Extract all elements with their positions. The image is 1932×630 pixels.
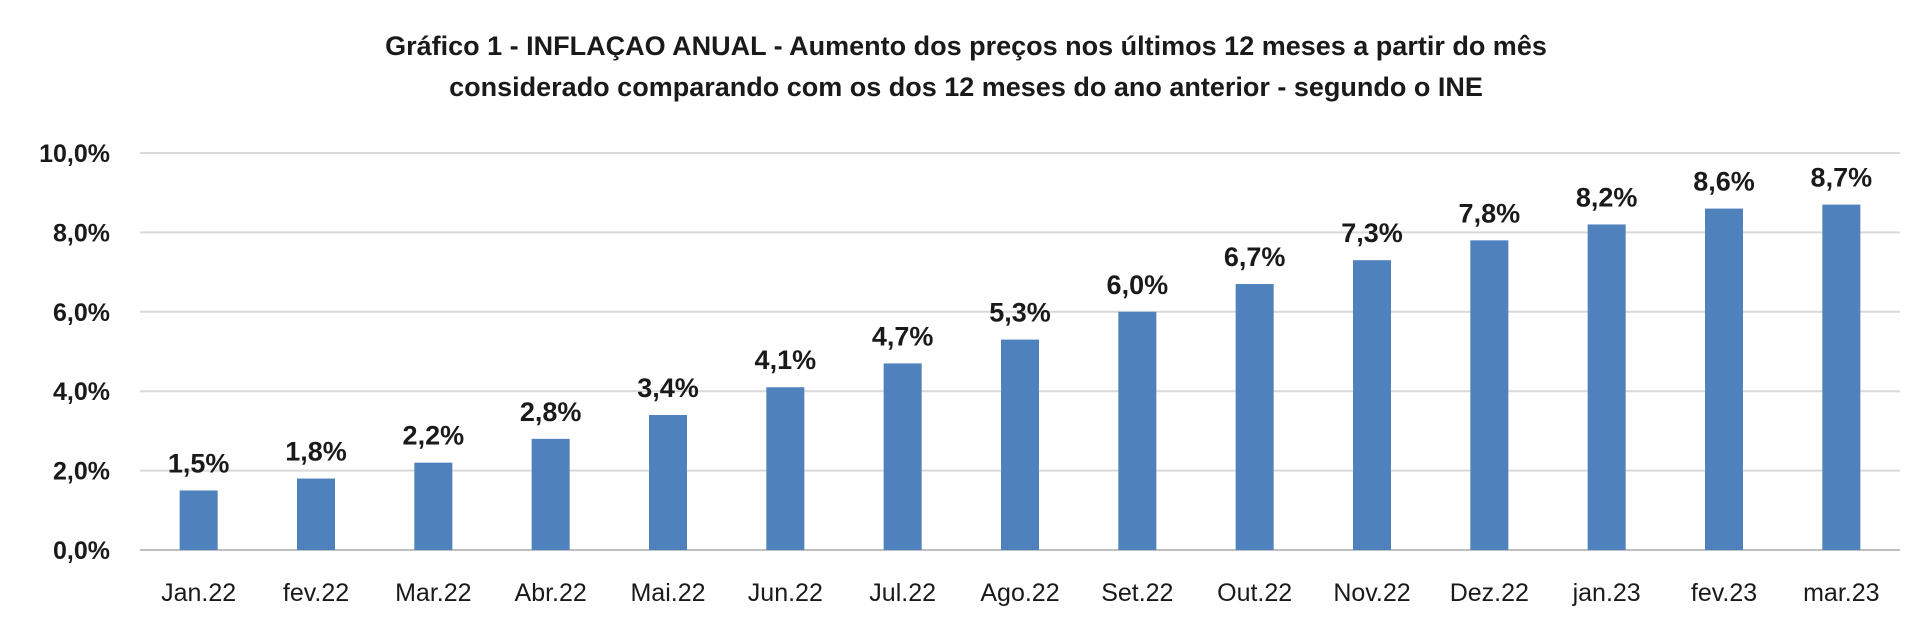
x-tick-label: Abr.22 bbox=[515, 579, 587, 607]
y-tick-label: 2,0% bbox=[53, 458, 110, 486]
x-tick-label: Mai.22 bbox=[630, 579, 705, 607]
x-tick-label: fev.22 bbox=[283, 579, 349, 607]
data-label: 6,0% bbox=[1107, 270, 1169, 300]
y-tick-label: 6,0% bbox=[53, 299, 110, 327]
data-label: 8,2% bbox=[1576, 182, 1638, 212]
x-tick-label: Nov.22 bbox=[1333, 579, 1410, 607]
chart-title: Gráfico 1 - INFLAÇAO ANUAL - Aumento dos… bbox=[0, 26, 1932, 108]
x-tick-label: mar.23 bbox=[1803, 579, 1879, 607]
x-tick-label: Out.22 bbox=[1217, 579, 1292, 607]
data-label: 8,7% bbox=[1811, 163, 1873, 193]
data-label: 6,7% bbox=[1224, 242, 1286, 272]
x-tick-label: Dez.22 bbox=[1450, 579, 1529, 607]
bar bbox=[297, 478, 335, 550]
y-tick-label: 10,0% bbox=[39, 140, 110, 168]
x-tick-label: Jul.22 bbox=[869, 579, 936, 607]
bar bbox=[1001, 339, 1039, 550]
data-label: 4,1% bbox=[755, 345, 817, 375]
data-label: 1,5% bbox=[168, 448, 230, 478]
data-label: 3,4% bbox=[637, 373, 699, 403]
x-tick-label: Jan.22 bbox=[161, 579, 236, 607]
x-tick-label: fev.23 bbox=[1691, 579, 1757, 607]
bar bbox=[766, 387, 805, 550]
bar bbox=[649, 415, 687, 550]
bar bbox=[1118, 311, 1157, 550]
bar bbox=[1353, 260, 1391, 550]
chart-title-line-2: considerado comparando com os dos 12 mes… bbox=[449, 72, 1483, 102]
bar bbox=[1470, 240, 1509, 550]
bar bbox=[179, 490, 218, 550]
x-tick-label: Jun.22 bbox=[748, 579, 823, 607]
y-tick-label: 0,0% bbox=[53, 537, 110, 565]
data-label: 1,8% bbox=[285, 437, 347, 467]
data-label: 4,7% bbox=[872, 321, 934, 351]
chart-title-line-1: Gráfico 1 - INFLAÇAO ANUAL - Aumento dos… bbox=[385, 31, 1547, 61]
y-tick-label: 8,0% bbox=[53, 219, 110, 247]
bar bbox=[1587, 224, 1626, 550]
data-label: 2,2% bbox=[403, 421, 465, 451]
x-tick-label: jan.23 bbox=[1572, 579, 1641, 607]
x-tick-label: Mar.22 bbox=[395, 579, 471, 607]
y-tick-label: 4,0% bbox=[53, 378, 110, 406]
x-tick-label: Set.22 bbox=[1101, 579, 1173, 607]
data-label: 7,3% bbox=[1341, 218, 1403, 248]
x-tick-label: Ago.22 bbox=[980, 579, 1059, 607]
bar bbox=[883, 363, 922, 550]
data-label: 7,8% bbox=[1459, 198, 1521, 228]
data-label: 2,8% bbox=[520, 397, 582, 427]
data-label: 5,3% bbox=[989, 298, 1051, 328]
bar bbox=[1235, 284, 1274, 550]
bar bbox=[1822, 204, 1861, 551]
data-label: 8,6% bbox=[1693, 167, 1755, 197]
bar bbox=[1705, 208, 1743, 550]
bar bbox=[414, 462, 453, 550]
bar bbox=[531, 438, 570, 550]
